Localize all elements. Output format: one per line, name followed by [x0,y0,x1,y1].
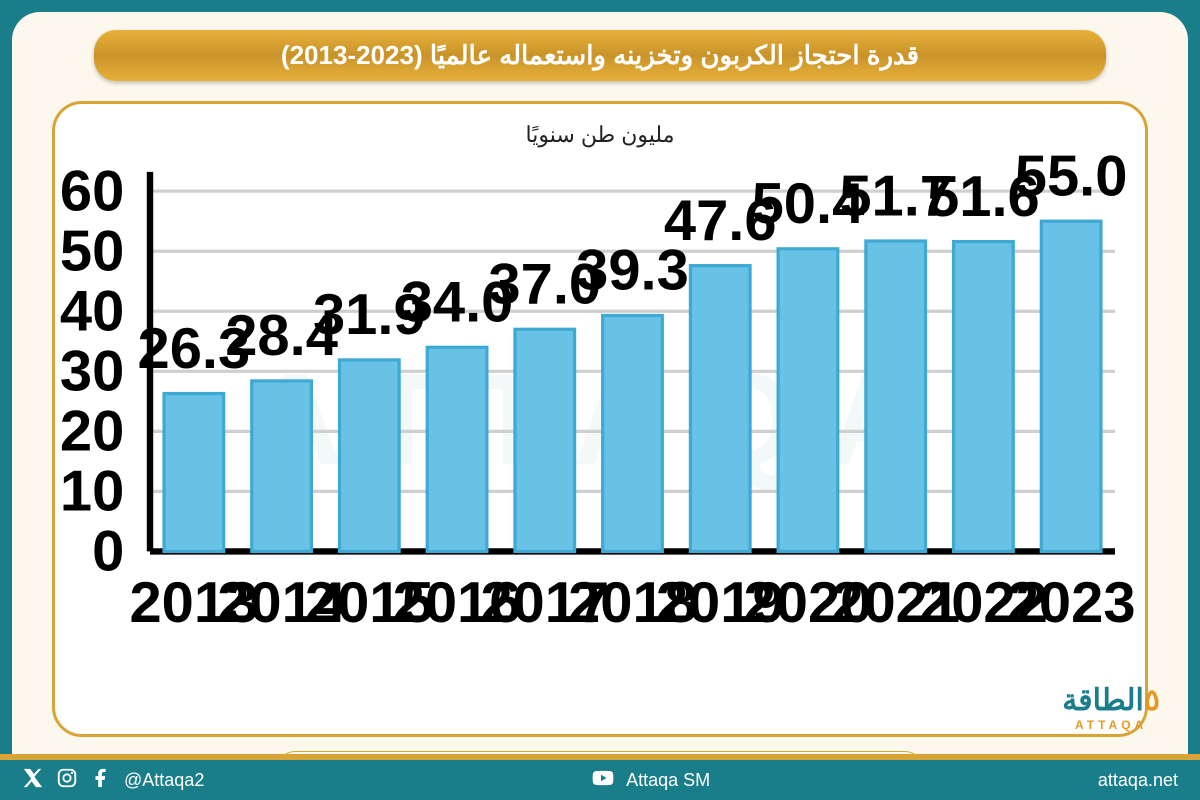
website-label: attaqa.net [1098,770,1178,791]
svg-text:50: 50 [60,220,124,284]
svg-text:2023: 2023 [1007,571,1136,635]
footer-bar: @Attaqa2 Attaqa SM attaqa.net [0,754,1200,800]
brand-logo: ٥الطاقة ATTAQA [1062,683,1160,732]
svg-text:0: 0 [92,520,124,584]
footer-social: @Attaqa2 [22,767,204,794]
svg-text:20: 20 [60,400,124,464]
svg-text:10: 10 [60,460,124,524]
footer-youtube: Attaqa SM [592,767,710,794]
infographic-panel: قدرة احتجاز الكربون وتخزينه واستعماله عا… [12,12,1188,788]
svg-text:30: 30 [60,340,124,404]
bar-chart: 010203040506026.3201328.4201431.9201534.… [150,159,1115,642]
youtube-icon [592,767,614,794]
chart-card: مليون طن سنويًا ATTAQA 010203040506026.3… [52,101,1148,737]
svg-text:55.0: 55.0 [1015,144,1128,208]
svg-text:40: 40 [60,280,124,344]
social-handle: @Attaqa2 [124,770,204,791]
x-icon [22,767,44,794]
instagram-icon [56,767,78,794]
chart-subtitle: مليون طن سنويًا [77,122,1123,148]
footer-website: attaqa.net [1098,770,1178,791]
facebook-icon [90,767,112,794]
main-title: قدرة احتجاز الكربون وتخزينه واستعماله عا… [94,30,1105,81]
youtube-label: Attaqa SM [626,770,710,791]
svg-text:60: 60 [60,159,124,223]
